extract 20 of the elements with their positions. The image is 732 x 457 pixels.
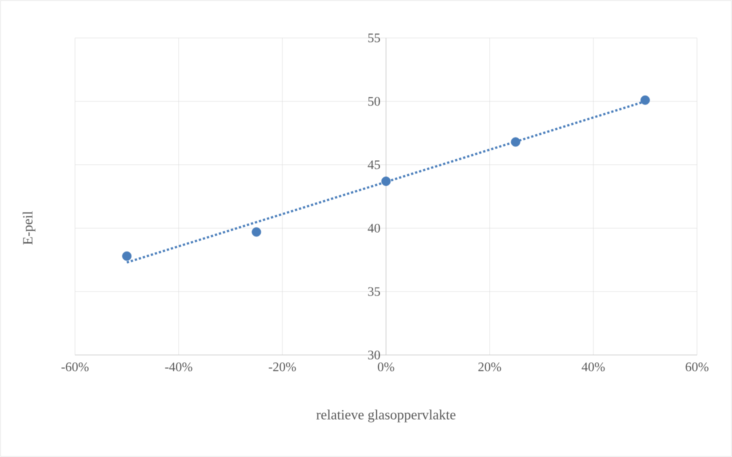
y-tick-label: 30 — [368, 350, 380, 360]
point — [510, 137, 520, 147]
x-tick-label: -60% — [61, 362, 89, 372]
y-tick-label: 50 — [368, 97, 380, 106]
x-tick-label: -40% — [165, 362, 192, 372]
y-tick-label: 55 — [368, 34, 380, 42]
x-tick-label: 0% — [378, 362, 394, 372]
point — [640, 95, 650, 105]
x-axis-title: relatieve glasoppervlakte — [316, 410, 456, 422]
x-tick-label: 40% — [582, 362, 605, 372]
y-tick-label: 45 — [368, 160, 380, 170]
y-tick-label: 40 — [368, 224, 380, 233]
y-tick-label: 35 — [368, 287, 380, 296]
x-tick-label: -20% — [268, 362, 296, 372]
x-tick-label: 60% — [686, 362, 708, 372]
x-tick-label: 20% — [478, 362, 502, 372]
y-axis-title: E-peil — [22, 211, 36, 245]
point — [122, 251, 132, 261]
point — [381, 176, 391, 186]
point — [252, 227, 262, 237]
